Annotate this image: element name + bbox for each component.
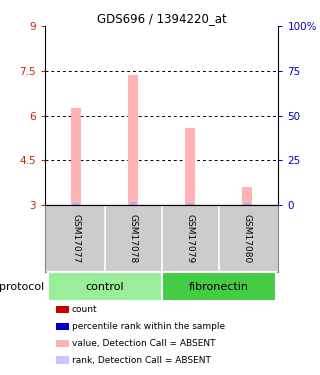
Text: GSM17078: GSM17078: [129, 214, 138, 263]
Text: GSM17079: GSM17079: [186, 214, 195, 263]
Bar: [187, 203, 193, 205]
Bar: [48, 272, 162, 301]
Bar: [73, 203, 79, 205]
Text: GSM17077: GSM17077: [72, 214, 81, 263]
Bar: [128, 75, 138, 205]
Text: count: count: [72, 305, 97, 314]
Bar: [57, 340, 69, 346]
Text: value, Detection Call = ABSENT: value, Detection Call = ABSENT: [72, 339, 215, 348]
Bar: [185, 128, 195, 205]
Bar: [57, 323, 69, 330]
Text: GSM17080: GSM17080: [243, 214, 252, 263]
Bar: [71, 108, 81, 205]
Text: fibronectin: fibronectin: [188, 282, 249, 292]
Bar: [57, 306, 69, 313]
Text: percentile rank within the sample: percentile rank within the sample: [72, 322, 225, 331]
Text: protocol: protocol: [0, 282, 44, 292]
Bar: [130, 202, 136, 205]
Bar: [162, 272, 276, 301]
Text: rank, Detection Call = ABSENT: rank, Detection Call = ABSENT: [72, 356, 211, 364]
Title: GDS696 / 1394220_at: GDS696 / 1394220_at: [97, 12, 227, 25]
Bar: [57, 357, 69, 363]
Bar: [242, 187, 252, 205]
Text: control: control: [85, 282, 124, 292]
Bar: [244, 203, 250, 205]
